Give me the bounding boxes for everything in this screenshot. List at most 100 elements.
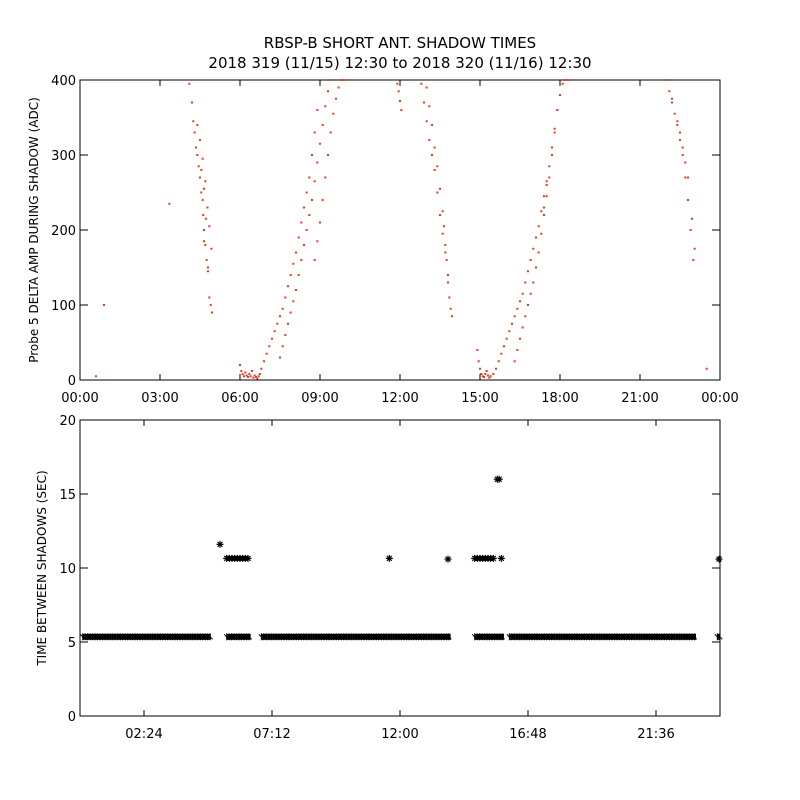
data-point (284, 334, 287, 336)
data-point (693, 247, 696, 250)
data-point (543, 214, 545, 216)
data-point (209, 304, 212, 306)
asterisk-marker (244, 554, 252, 562)
data-point (311, 154, 313, 156)
data-point (251, 370, 253, 372)
data-point (516, 307, 519, 310)
y-tick-label: 200 (51, 224, 76, 239)
data-point (479, 367, 481, 370)
data-point (676, 124, 679, 126)
data-point (279, 315, 281, 318)
data-point (425, 86, 428, 89)
data-point (400, 109, 403, 111)
data-point (513, 360, 516, 363)
data-point (505, 337, 508, 340)
data-point (208, 225, 211, 228)
x-tick-label: 00:00 (61, 391, 98, 406)
data-point (207, 266, 209, 269)
data-point (329, 79, 332, 81)
asterisk-marker (497, 554, 505, 562)
data-point (537, 251, 540, 254)
y-tick-label: 300 (51, 149, 76, 164)
data-point (247, 376, 249, 378)
data-point (529, 259, 532, 261)
data-point (443, 225, 445, 228)
data-point (551, 154, 553, 156)
data-point (447, 281, 449, 284)
data-point (273, 330, 276, 333)
data-point (193, 131, 196, 134)
data-point (308, 176, 311, 179)
asterisk-marker (489, 554, 497, 562)
top-plot-x-ticks: 00:00 03:00 06:00 09:00 12:00 15:00 18:00 21:00… (61, 80, 739, 406)
data-point (201, 199, 204, 201)
data-point (431, 154, 433, 156)
data-point (532, 281, 535, 284)
data-point (343, 79, 345, 81)
x-tick-label: 21:36 (637, 727, 674, 742)
data-point (195, 146, 197, 149)
data-point (476, 349, 479, 351)
x-tick-label: 02:24 (125, 727, 162, 742)
data-point (201, 157, 204, 160)
bottom-plot-baseline-markers (79, 633, 723, 641)
baseline-band (717, 633, 720, 640)
baseline-band (509, 633, 696, 640)
data-point (447, 274, 449, 276)
data-point (191, 101, 193, 104)
data-point (665, 79, 668, 81)
data-point (257, 375, 260, 378)
data-point (545, 184, 548, 186)
data-point (103, 304, 105, 306)
top-plot: 00:00 03:00 06:00 09:00 12:00 15:00 18:00 21:00… (27, 74, 739, 406)
data-point (313, 180, 316, 183)
data-point (524, 315, 527, 318)
x-tick-label: 15:00 (461, 391, 498, 406)
data-point (691, 217, 693, 220)
x-tick-label: 12:00 (381, 727, 418, 742)
data-point (516, 349, 519, 351)
data-point (268, 345, 271, 348)
x-tick-label: 18:00 (541, 391, 578, 406)
data-point (687, 176, 689, 179)
data-point (532, 247, 535, 250)
x-tick-label: 12:00 (381, 391, 418, 406)
data-point (329, 131, 332, 134)
data-point (436, 165, 439, 168)
data-point (206, 206, 209, 209)
data-point (451, 315, 453, 318)
data-point (551, 146, 553, 149)
data-point (319, 142, 321, 145)
data-point (433, 169, 436, 171)
data-point (508, 330, 511, 333)
data-point (324, 176, 327, 179)
data-point (211, 311, 213, 314)
data-point (543, 206, 545, 209)
data-point (203, 240, 205, 243)
data-point (168, 202, 171, 205)
data-point (529, 292, 532, 295)
data-point (425, 120, 428, 123)
data-point (337, 86, 340, 89)
data-point (673, 112, 676, 115)
data-point (308, 214, 311, 216)
data-point (428, 139, 431, 141)
data-point (448, 296, 451, 299)
data-point (297, 236, 300, 239)
x-tick-label: 03:00 (141, 391, 178, 406)
data-point (327, 154, 329, 156)
data-point (540, 210, 543, 213)
data-point (253, 374, 256, 377)
x-tick-label: 21:00 (621, 391, 658, 406)
bottom-plot: 02:24 07:12 12:00 16:48 21:36 0 5 10 15 20 TIME … (35, 414, 723, 742)
data-point (271, 337, 273, 340)
data-point (260, 367, 263, 370)
data-point (340, 79, 343, 81)
data-point (321, 199, 324, 201)
data-point (243, 375, 245, 378)
data-point (556, 109, 559, 111)
data-point (439, 214, 441, 216)
data-point (545, 180, 548, 183)
data-point (303, 206, 305, 209)
